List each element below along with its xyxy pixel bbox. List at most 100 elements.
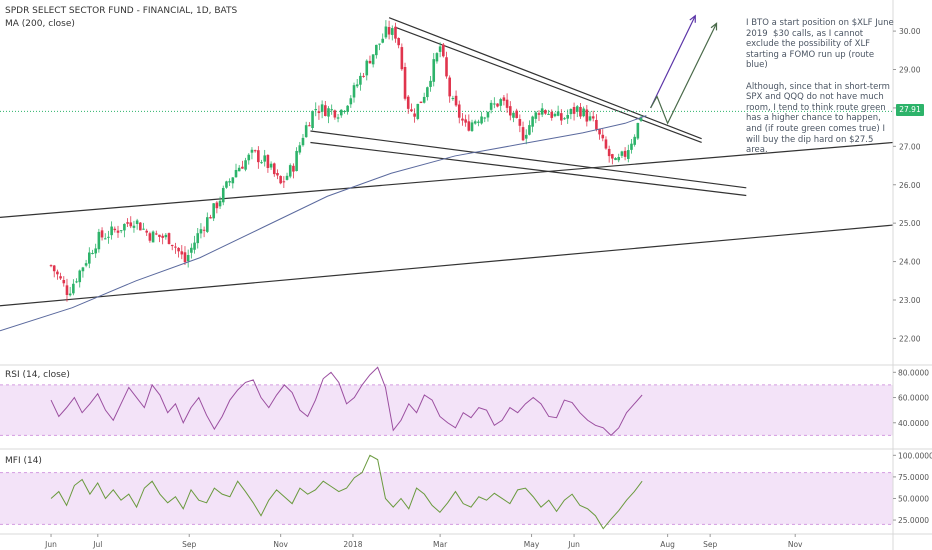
x-tick-label: Aug (660, 540, 675, 549)
candle-body (196, 233, 200, 244)
candle-body (604, 139, 608, 149)
candle-body (544, 110, 547, 114)
candle-body (336, 117, 340, 119)
candle-body (524, 134, 528, 139)
candle-body (241, 166, 244, 169)
candle-body (56, 271, 59, 275)
candle-body (62, 280, 66, 284)
candle-body (540, 108, 544, 115)
candle-body (473, 121, 477, 124)
mfi-tick-label: 25.0000 (898, 516, 929, 525)
x-tick-label: Jun (44, 540, 57, 549)
ma200-line (0, 115, 647, 332)
candle-body (461, 118, 464, 121)
candle-body (355, 84, 359, 87)
candle-body (457, 104, 461, 118)
candle-body (515, 110, 518, 119)
candle-body (314, 108, 318, 111)
candle-body (617, 157, 621, 161)
price-tick-label: 22.00 (899, 334, 921, 343)
candle-body (531, 116, 534, 127)
candle-body (285, 175, 289, 180)
candle-body (633, 136, 636, 145)
candle-body (623, 150, 627, 157)
candle-body (422, 96, 426, 103)
candle-body (308, 125, 311, 127)
candle-body (400, 47, 404, 70)
candle-body (72, 283, 75, 294)
candle-body (113, 228, 117, 231)
candle-body (390, 28, 394, 35)
candle-body (572, 107, 576, 114)
candle-body (582, 108, 585, 117)
candle-body (410, 109, 413, 112)
price-tick-label: 24.00 (899, 258, 921, 267)
candle-body (397, 38, 400, 46)
candle-body (384, 26, 388, 38)
candle-body (566, 114, 569, 119)
candle-body (614, 158, 617, 161)
candle-body (75, 281, 78, 283)
rsi-tick-label: 80.0000 (898, 368, 929, 377)
candle-body (68, 293, 72, 296)
price-tick-label: 23.00 (899, 296, 921, 305)
x-tick-label: Sep (703, 540, 717, 549)
rsi-tick-label: 60.0000 (898, 394, 929, 403)
candle-body (521, 127, 525, 141)
mfi-tick-label: 50.0000 (898, 494, 929, 503)
candle-body (142, 228, 145, 230)
trendline (395, 26, 702, 144)
mfi-legend: MFI (14) (5, 456, 42, 466)
candle-body (575, 106, 579, 112)
candle-body (547, 113, 550, 115)
candle-body (244, 160, 247, 170)
x-tick-label: 2018 (343, 540, 362, 549)
candle-body (639, 118, 643, 121)
trendline (310, 130, 747, 189)
candle-body (139, 222, 142, 231)
candle-body (132, 225, 136, 228)
candle-body (301, 137, 305, 146)
candle-body (170, 244, 174, 247)
candle-body (595, 119, 598, 130)
candle-body (435, 53, 439, 62)
candle-body (65, 285, 69, 295)
x-tick-label: May (524, 540, 540, 549)
candle-body (107, 236, 110, 238)
candle-body (218, 200, 222, 207)
candle-body (553, 113, 557, 117)
candle-body (228, 181, 231, 183)
candle-body (81, 267, 85, 272)
candle-body (97, 231, 101, 250)
candle-body (324, 105, 327, 116)
x-tick-label: Mar (433, 540, 448, 549)
candle-body (333, 110, 337, 118)
idea-annotation: I BTO a start position on $XLF June 2019… (746, 18, 894, 156)
candle-body (158, 234, 161, 237)
candle-body (505, 99, 509, 108)
candle-body (601, 134, 605, 139)
candle-body (483, 117, 487, 119)
chart-title: SPDR SELECT SECTOR FUND - FINANCIAL, 1D,… (5, 6, 238, 16)
candle-body (477, 121, 480, 123)
candle-body (394, 26, 397, 39)
candle-body (362, 75, 365, 77)
candle-body (231, 177, 235, 184)
rsi-band (0, 384, 893, 436)
candle-body (563, 118, 566, 120)
x-tick-label: Jun (567, 540, 580, 549)
candle-body (212, 203, 215, 219)
candle-body (260, 162, 263, 164)
price-tick-label: 30.00 (899, 27, 921, 36)
mfi-line (50, 454, 643, 530)
candle-body (406, 96, 410, 109)
price-tick-label: 27.00 (899, 142, 921, 151)
candle-body (381, 38, 385, 43)
candle-body (288, 165, 292, 177)
candle-body (129, 222, 133, 227)
trendline (0, 141, 894, 218)
candle-body (429, 80, 432, 87)
candle-body (119, 230, 123, 232)
price-pane (0, 14, 894, 332)
candle-body (598, 129, 601, 135)
